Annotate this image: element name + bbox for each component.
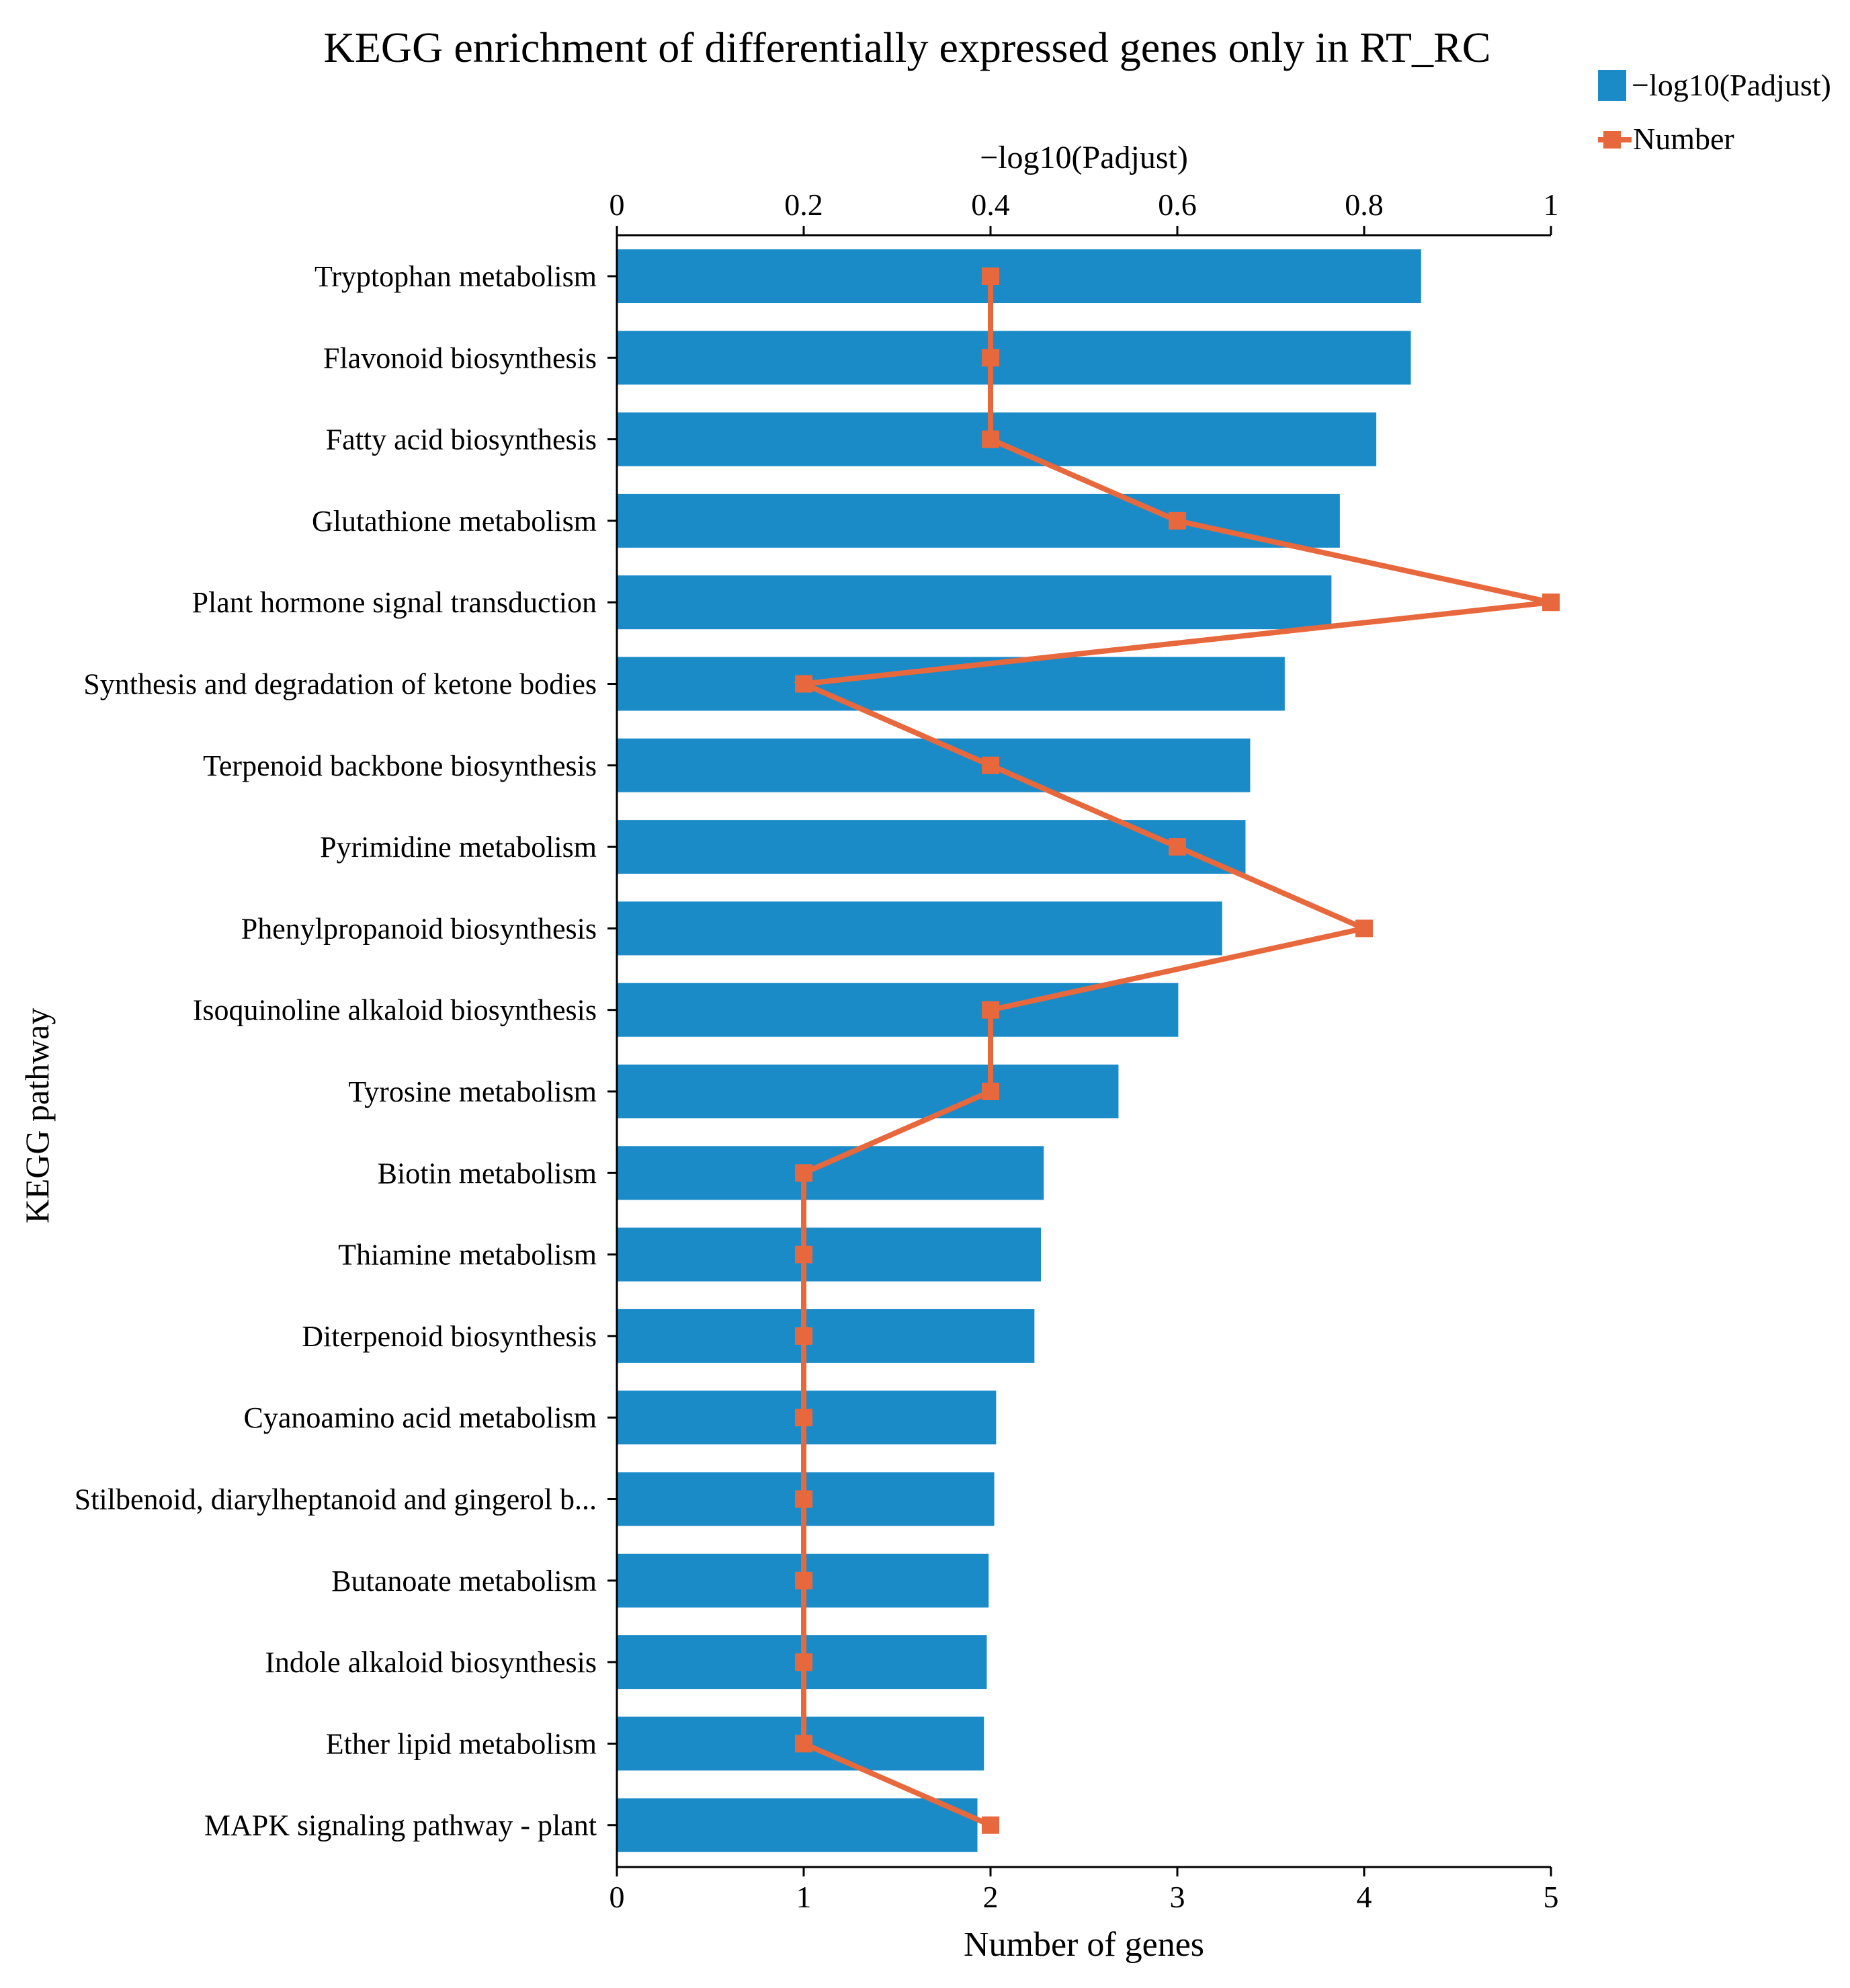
number-marker-12 (795, 1164, 812, 1182)
bottom-tick-label-3: 3 (1170, 1880, 1185, 1914)
category-label: MAPK signaling pathway - plant (204, 1809, 597, 1842)
bars-group (617, 249, 1421, 1852)
y-axis-label: KEGG pathway (18, 1008, 56, 1224)
bar-2 (617, 331, 1411, 385)
number-marker-9 (1355, 919, 1373, 938)
number-marker-20 (982, 1816, 999, 1834)
bar-6 (617, 657, 1285, 711)
number-marker-15 (795, 1409, 812, 1427)
top-tick-label-4: 0.8 (1345, 188, 1384, 222)
number-marker-19 (795, 1735, 812, 1753)
category-label: Indole alkaloid biosynthesis (265, 1646, 597, 1679)
number-marker-8 (1169, 838, 1186, 856)
category-label: Terpenoid backbone biosynthesis (203, 749, 597, 782)
bar-5 (617, 575, 1332, 630)
number-marker-18 (795, 1653, 812, 1671)
legend-line-marker (1603, 131, 1621, 149)
top-tick-label-2: 0.4 (971, 188, 1010, 222)
bottom-tick-label-5: 5 (1544, 1880, 1559, 1914)
category-label: Cyanoamino acid metabolism (244, 1401, 597, 1434)
number-marker-14 (795, 1327, 812, 1345)
legend: −log10(Padjust) Number (1598, 68, 1831, 156)
number-marker-2 (982, 349, 999, 367)
category-label: Fatty acid biosynthesis (326, 423, 597, 456)
category-label: Isoquinoline alkaloid biosynthesis (193, 994, 597, 1027)
top-tick-label-0: 0 (609, 188, 625, 222)
number-marker-11 (982, 1083, 999, 1100)
bar-11 (617, 1065, 1119, 1118)
legend-bar-swatch (1598, 70, 1626, 101)
bar-10 (617, 983, 1179, 1037)
top-tick-label-1: 0.2 (784, 188, 823, 222)
category-label: Phenylpropanoid biosynthesis (241, 912, 597, 945)
legend-bar-label: −log10(Padjust) (1632, 68, 1831, 102)
category-label: Stilbenoid, diarylheptanoid and gingerol… (75, 1483, 597, 1516)
number-marker-13 (795, 1245, 812, 1264)
category-label: Tyrosine metabolism (348, 1075, 597, 1108)
category-label: Synthesis and degradation of ketone bodi… (83, 668, 597, 701)
bar-9 (617, 901, 1222, 956)
category-label: Tryptophan metabolism (314, 260, 597, 293)
legend-line-label: Number (1633, 122, 1734, 156)
bar-13 (617, 1227, 1042, 1282)
number-marker-16 (795, 1490, 812, 1508)
number-marker-1 (982, 267, 999, 285)
axes-group: 0 0.2 0.4 0.6 0.8 1 0 1 2 3 4 5 (607, 188, 1559, 1914)
category-label: Ether lipid metabolism (326, 1727, 597, 1760)
category-label: Butanoate metabolism (331, 1565, 597, 1598)
bar-20 (617, 1798, 978, 1852)
number-series-line (793, 276, 1552, 1828)
number-line-group (793, 267, 1560, 1834)
number-marker-10 (982, 1001, 999, 1019)
category-label: Pyrimidine metabolism (320, 831, 597, 864)
bottom-tick-label-1: 1 (796, 1880, 812, 1914)
category-label: Thiamine metabolism (338, 1239, 597, 1272)
top-tick-label-5: 1 (1544, 188, 1559, 222)
bottom-tick-label-0: 0 (609, 1880, 625, 1914)
bottom-tick-label-2: 2 (983, 1880, 999, 1914)
category-label: Glutathione metabolism (312, 505, 597, 538)
bar-14 (617, 1309, 1035, 1363)
bar-4 (617, 493, 1340, 548)
category-label: Plant hormone signal transduction (192, 586, 597, 619)
number-marker-3 (982, 430, 999, 448)
bar-12 (617, 1146, 1044, 1200)
number-marker-6 (795, 675, 812, 693)
top-axis-label: −log10(Padjust) (980, 140, 1188, 175)
category-labels-group: Tryptophan metabolism Flavonoid biosynthe… (75, 260, 597, 1842)
bar-8 (617, 820, 1246, 874)
bottom-tick-label-4: 4 (1357, 1880, 1372, 1914)
category-label: Biotin metabolism (378, 1157, 597, 1190)
bottom-axis-label: Number of genes (964, 1925, 1204, 1964)
number-marker-7 (982, 756, 999, 774)
number-marker-5 (1542, 593, 1560, 612)
chart-title: KEGG enrichment of differentially expres… (324, 24, 1491, 71)
number-marker-4 (1169, 511, 1186, 530)
bar-1 (617, 249, 1421, 303)
top-tick-label-3: 0.6 (1158, 188, 1197, 222)
category-label: Diterpenoid biosynthesis (302, 1320, 597, 1353)
number-marker-17 (795, 1571, 812, 1589)
category-label: Flavonoid biosynthesis (323, 341, 597, 374)
bar-7 (617, 738, 1251, 792)
